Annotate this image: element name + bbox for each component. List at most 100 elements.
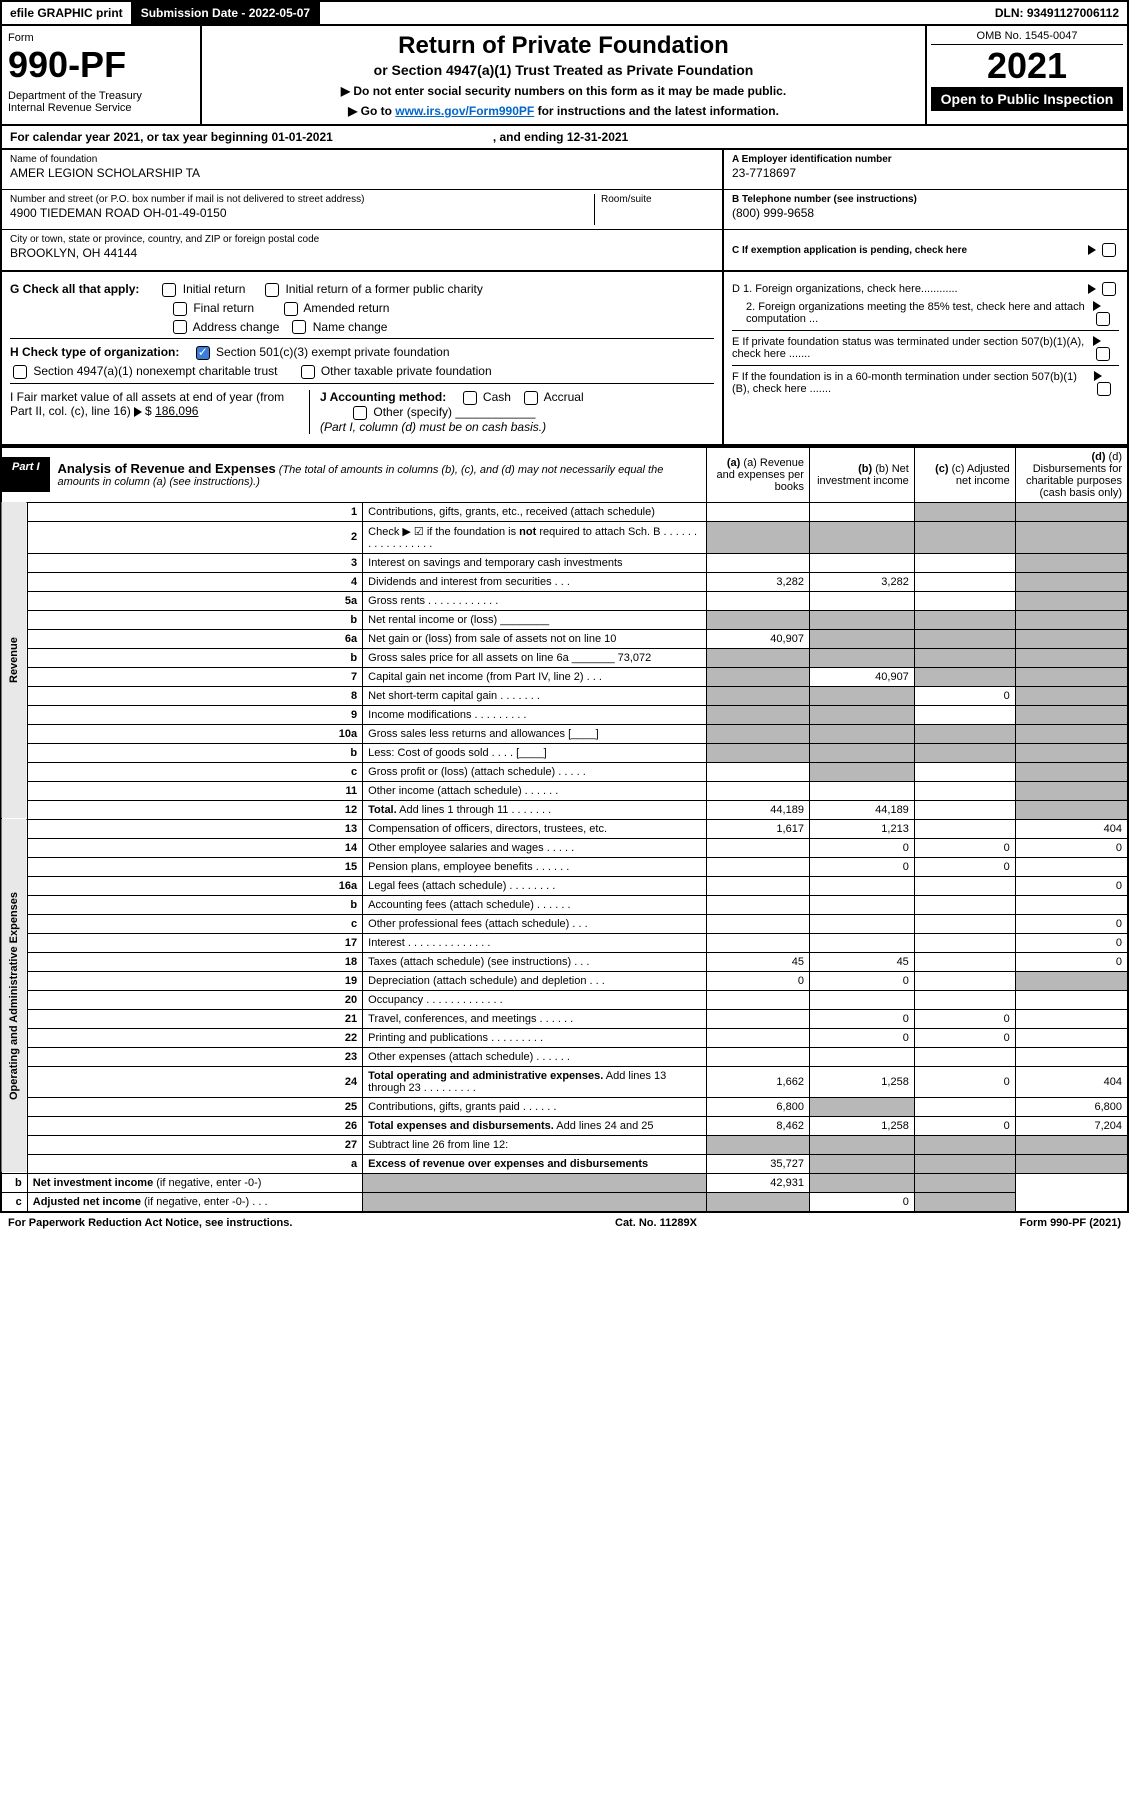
e-checkbox[interactable] — [1096, 347, 1110, 361]
part-i-header-row: Part I Analysis of Revenue and Expenses … — [1, 447, 1128, 503]
f-checkbox[interactable] — [1097, 382, 1111, 396]
check-left: G Check all that apply: Initial return I… — [2, 272, 722, 444]
row-value — [809, 914, 914, 933]
row-value — [809, 705, 914, 724]
row-value: 3,282 — [707, 572, 810, 591]
row-value — [1015, 1135, 1128, 1154]
table-row: 14Other employee salaries and wages . . … — [1, 838, 1128, 857]
row-value — [1015, 895, 1128, 914]
row-number: 22 — [27, 1028, 362, 1047]
row-value: 0 — [809, 971, 914, 990]
row-description: Travel, conferences, and meetings . . . … — [363, 1009, 707, 1028]
g-final-checkbox[interactable] — [173, 302, 187, 316]
row-description: Gross sales price for all assets on line… — [363, 648, 707, 667]
row-description: Taxes (attach schedule) (see instruction… — [363, 952, 707, 971]
table-row: 20Occupancy . . . . . . . . . . . . . — [1, 990, 1128, 1009]
col-d-text: (d) Disbursements for charitable purpose… — [1026, 451, 1122, 499]
phone-value: (800) 999-9658 — [732, 206, 1119, 220]
row-description: Net investment income (if negative, ente… — [27, 1173, 362, 1192]
col-a-header: (a) (a) Revenue and expenses per books — [707, 447, 810, 503]
row-value: 0 — [1015, 933, 1128, 952]
row-description: Net short-term capital gain . . . . . . … — [363, 686, 707, 705]
row-value: 8,462 — [707, 1116, 810, 1135]
part-i-table: Part I Analysis of Revenue and Expenses … — [0, 446, 1129, 1213]
table-row: bLess: Cost of goods sold . . . . [____] — [1, 743, 1128, 762]
row-value — [1015, 553, 1128, 572]
irs-link[interactable]: www.irs.gov/Form990PF — [395, 104, 534, 118]
row-value — [914, 952, 1015, 971]
d2-row: 2. Foreign organizations meeting the 85%… — [732, 300, 1119, 326]
row-value — [914, 648, 1015, 667]
g-initial-checkbox[interactable] — [162, 283, 176, 297]
form-subtitle: or Section 4947(a)(1) Trust Treated as P… — [212, 62, 915, 78]
g-address-checkbox[interactable] — [173, 320, 187, 334]
row-value — [809, 648, 914, 667]
c-checkbox[interactable] — [1102, 243, 1116, 257]
row-number: 7 — [27, 667, 362, 686]
d1-checkbox[interactable] — [1102, 282, 1116, 296]
d2-checkbox[interactable] — [1096, 312, 1110, 326]
j-cell: J Accounting method: Cash Accrual Other … — [310, 390, 714, 434]
table-row: Revenue1Contributions, gifts, grants, et… — [1, 502, 1128, 521]
row-value — [1015, 686, 1128, 705]
table-row: 3Interest on savings and temporary cash … — [1, 553, 1128, 572]
j-cash-checkbox[interactable] — [463, 391, 477, 405]
row-value: 0 — [914, 1009, 1015, 1028]
row-description: Compensation of officers, directors, tru… — [363, 819, 707, 838]
row-value: 35,727 — [707, 1154, 810, 1173]
row-description: Gross sales less returns and allowances … — [363, 724, 707, 743]
g-name-checkbox[interactable] — [292, 320, 306, 334]
row-number: 8 — [27, 686, 362, 705]
expenses-section-label: Operating and Administrative Expenses — [1, 819, 27, 1173]
row-value — [914, 990, 1015, 1009]
row-value: 6,800 — [707, 1097, 810, 1116]
table-row: bGross sales price for all assets on lin… — [1, 648, 1128, 667]
row-number: 10a — [27, 724, 362, 743]
row-value — [1015, 521, 1128, 553]
row-value — [914, 1135, 1015, 1154]
row-value: 0 — [809, 1009, 914, 1028]
row-number: 23 — [27, 1047, 362, 1066]
row-value — [914, 521, 1015, 553]
h-other-checkbox[interactable] — [301, 365, 315, 379]
row-value — [707, 553, 810, 572]
row-value: 1,617 — [707, 819, 810, 838]
h-4947-checkbox[interactable] — [13, 365, 27, 379]
row-number: c — [27, 914, 362, 933]
h-501c3-checkbox[interactable] — [196, 346, 210, 360]
row-value: 7,204 — [1015, 1116, 1128, 1135]
footer-mid: Cat. No. 11289X — [615, 1217, 697, 1229]
i-value: 186,096 — [155, 404, 198, 418]
j-other: Other (specify) — [373, 405, 452, 419]
row-value — [914, 914, 1015, 933]
cal-year-begin: For calendar year 2021, or tax year begi… — [10, 130, 333, 144]
g-opt-3: Amended return — [303, 301, 389, 315]
row-value — [707, 762, 810, 781]
g-initial-former-checkbox[interactable] — [265, 283, 279, 297]
row-number: c — [27, 762, 362, 781]
row-value — [809, 553, 914, 572]
row-value — [809, 1154, 914, 1173]
g-amended-checkbox[interactable] — [284, 302, 298, 316]
row-description: Subtract line 26 from line 12: — [363, 1135, 707, 1154]
j-accrual-checkbox[interactable] — [524, 391, 538, 405]
row-value — [914, 705, 1015, 724]
row-value: 404 — [1015, 819, 1128, 838]
city-cell: City or town, state or province, country… — [2, 230, 722, 270]
row-value — [914, 781, 1015, 800]
c-label: C If exemption application is pending, c… — [732, 245, 967, 256]
row-value: 0 — [914, 1028, 1015, 1047]
h-row: H Check type of organization: Section 50… — [10, 338, 714, 360]
row-value — [914, 724, 1015, 743]
row-value — [707, 1009, 810, 1028]
row-value: 1,258 — [809, 1116, 914, 1135]
row-value — [1015, 762, 1128, 781]
omb-number: OMB No. 1545-0047 — [931, 30, 1123, 45]
table-row: 5aGross rents . . . . . . . . . . . . — [1, 591, 1128, 610]
j-other-checkbox[interactable] — [353, 406, 367, 420]
g-opt-1: Initial return of a former public charit… — [285, 282, 482, 296]
phone-label: B Telephone number (see instructions) — [732, 194, 1119, 205]
footer: For Paperwork Reduction Act Notice, see … — [0, 1213, 1129, 1233]
row-value — [1015, 1009, 1128, 1028]
arrow-icon — [1094, 371, 1102, 381]
